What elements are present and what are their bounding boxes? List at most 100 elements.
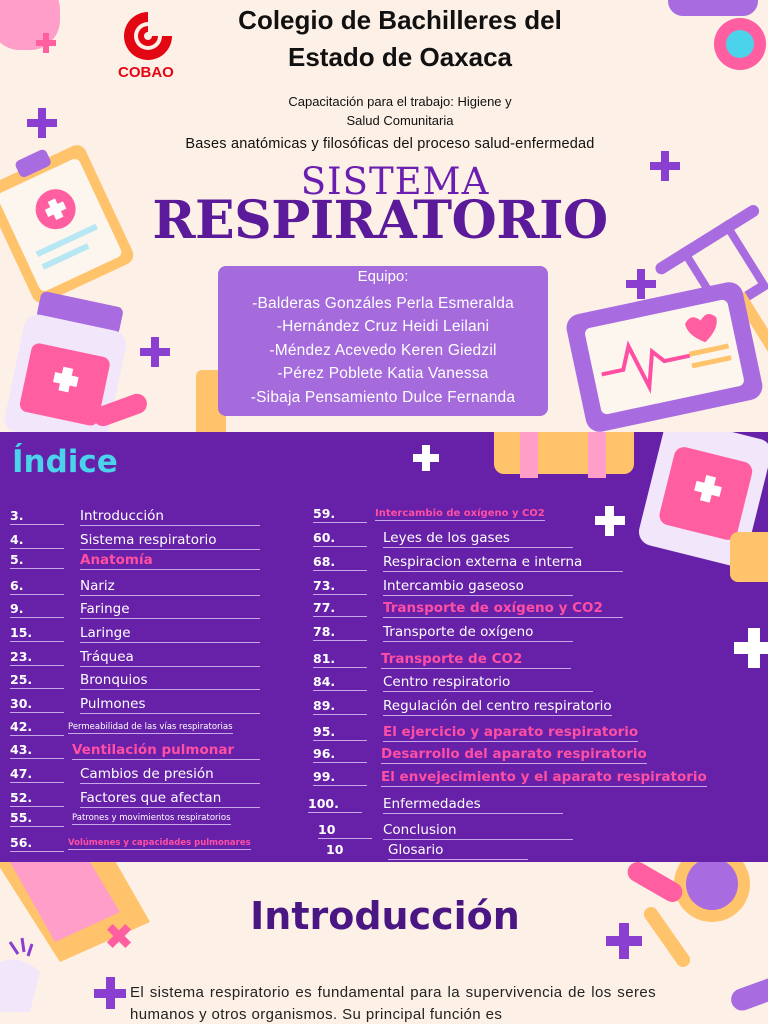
page-number: 4. xyxy=(10,532,64,549)
capsule-icon xyxy=(730,532,768,582)
plus-icon xyxy=(94,923,642,1009)
page-number: 95. xyxy=(313,724,367,741)
cover-section: COBAO Colegio de Bachilleres del Estado … xyxy=(0,0,768,432)
index-entry-highlight: El envejecimiento y el aparato respirato… xyxy=(381,769,707,787)
index-entry: Glosario xyxy=(388,842,528,860)
index-entry: Centro respiratorio xyxy=(383,674,593,692)
team-box xyxy=(218,266,548,416)
page-number: 100. xyxy=(308,796,362,813)
index-entry: Sistema respiratorio xyxy=(80,532,260,550)
page-number: 25. xyxy=(10,672,64,689)
index-entry: Conclusion xyxy=(383,822,573,840)
page-number: 84. xyxy=(313,674,367,691)
page-number: 68. xyxy=(313,554,367,571)
page-number: 10 xyxy=(318,822,372,839)
school-name-line2: Estado de Oaxaca xyxy=(288,42,512,72)
index-entry: Enfermedades xyxy=(383,796,563,814)
intro-paragraph: El sistema respiratorio es fundamental p… xyxy=(130,984,656,1023)
plus-icon xyxy=(413,445,768,668)
page-number: 10 xyxy=(326,842,344,857)
logo-text: COBAO xyxy=(118,64,174,81)
index-entry: Tráquea xyxy=(80,649,260,667)
index-entry: Bronquios xyxy=(80,672,260,690)
page-number: 78. xyxy=(313,624,367,641)
page-number: 59. xyxy=(313,506,367,523)
cover-decorations xyxy=(0,0,768,432)
page-number: 43. xyxy=(10,742,64,759)
index-entry-highlight: Volúmenes y capacidades pulmonares xyxy=(68,835,251,850)
index-entry: Laringe xyxy=(80,625,260,643)
capsule-icon xyxy=(731,975,768,1011)
cobao-logo xyxy=(124,12,172,60)
page-number: 81. xyxy=(313,651,367,668)
intro-decorations xyxy=(0,862,768,1012)
index-entry: Leyes de los gases xyxy=(383,530,573,548)
capsule-icon xyxy=(668,0,758,16)
index-entry-highlight: Intercambio de oxígeno y CO2 xyxy=(375,508,545,521)
index-entry-highlight: El ejercicio y aparato respiratorio xyxy=(383,724,639,742)
page-number: 99. xyxy=(313,769,367,786)
training-label: Capacitación para el trabajo: Higiene y … xyxy=(220,92,580,130)
subject-title: Bases anatómicas y filosóficas del proce… xyxy=(185,136,595,152)
team-member: -Sibaja Pensamiento Dulce Fernanda xyxy=(250,388,516,406)
page-number: 60. xyxy=(313,530,367,547)
index-entry-highlight: Transporte de oxígeno y CO2 xyxy=(383,600,623,618)
medical-clipboard-icon xyxy=(0,862,150,962)
heart-monitor-icon xyxy=(566,282,763,432)
team-member: -Hernández Cruz Heidi Leilani xyxy=(276,318,490,336)
training-line2: Salud Comunitaria xyxy=(346,113,454,128)
page-number: 5. xyxy=(10,552,64,569)
index-entry: Pulmones xyxy=(80,696,260,714)
index-entry: Intercambio gaseoso xyxy=(383,578,573,596)
capsule-icon xyxy=(93,393,147,427)
page-number: 56. xyxy=(10,835,64,852)
index-section: Índice 3. Introducción 4. Sistema respir… xyxy=(0,432,768,862)
medical-clipboard-icon xyxy=(0,145,134,303)
index-title: Índice xyxy=(12,444,118,480)
page-number: 30. xyxy=(10,696,64,713)
index-decorations xyxy=(413,432,768,668)
school-name-line1: Colegio de Bachilleres del xyxy=(238,5,562,35)
page-number: 73. xyxy=(313,578,367,595)
medical-bag-icon xyxy=(494,432,634,478)
page-number: 52. xyxy=(10,790,64,807)
page-number: 42. xyxy=(10,719,64,736)
page-number: 96. xyxy=(313,746,367,763)
index-entry-highlight: Transporte de CO2 xyxy=(381,651,571,669)
index-entry-highlight: Desarrollo del aparato respiratorio xyxy=(381,746,647,764)
index-entry: Faringe xyxy=(80,601,260,619)
pill-bottle-icon xyxy=(4,291,127,432)
index-entry: Patrones y movimientos respiratorios xyxy=(72,810,231,825)
page-number: 89. xyxy=(313,698,367,715)
index-entry-highlight: Anatomía xyxy=(80,552,260,570)
school-name: Colegio de Bachilleres del Estado de Oax… xyxy=(190,2,610,76)
page-number: 9. xyxy=(10,601,64,618)
index-entry: Permeabilidad de las vías respiratorias xyxy=(68,719,233,734)
page-number: 3. xyxy=(10,508,64,525)
index-entry: Respiracion externa e interna xyxy=(383,554,623,572)
main-title-line1: SISTEMA xyxy=(300,160,490,203)
index-entry: Nariz xyxy=(80,578,260,596)
index-entry-highlight: Ventilación pulmonar xyxy=(72,742,260,760)
page-number: 23. xyxy=(10,649,64,666)
page-number: 55. xyxy=(10,810,64,827)
index-entry: Cambios de presión xyxy=(80,766,260,784)
team-member: -Pérez Poblete Katia Vanessa xyxy=(277,365,489,383)
team-list: -Balderas Gonzáles Perla Esmeralda -Hern… xyxy=(218,292,548,409)
index-entry: Transporte de oxígeno xyxy=(383,624,573,642)
index-entry: Factores que afectan xyxy=(80,790,260,808)
pill-bottle-icon xyxy=(638,432,768,566)
page-number: 47. xyxy=(10,766,64,783)
index-entry: Introducción xyxy=(80,508,260,526)
team-member: -Méndez Acevedo Keren Giedzil xyxy=(269,341,497,359)
training-line1: Capacitación para el trabajo: Higiene y xyxy=(288,94,512,109)
intro-title: Introducción xyxy=(250,894,520,938)
capsule-icon xyxy=(0,0,60,53)
stethoscope-icon xyxy=(627,862,750,967)
main-title-line2: RESPIRATORIO xyxy=(152,190,608,251)
index-entry: Regulación del centro respiratorio xyxy=(383,698,612,716)
page-number: 6. xyxy=(10,578,64,595)
team-label: Equipo: xyxy=(357,268,409,285)
plus-icon xyxy=(27,108,680,367)
page-number: 77. xyxy=(313,600,367,617)
